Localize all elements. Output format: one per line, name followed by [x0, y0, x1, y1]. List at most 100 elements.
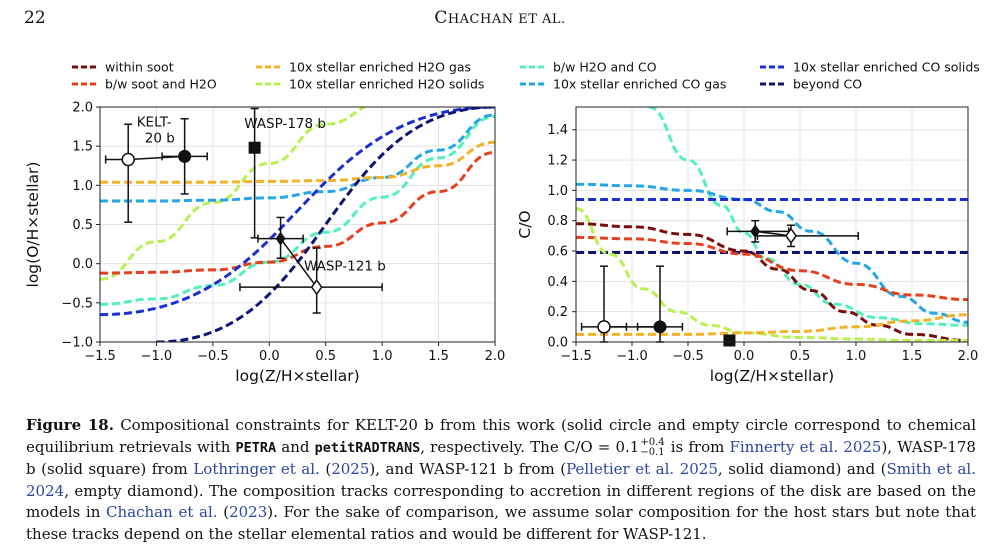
caption-text-5: ), WASP-178 b (solid square) from: [26, 437, 976, 479]
right-x-tick-label: 0.0: [734, 349, 755, 364]
legend: within soot b/w soot and H2O 10x stellar e…: [72, 60, 980, 92]
citation-chachan[interactable]: Chachan et al.: [106, 503, 218, 521]
left-marker-filled-diamond: [275, 231, 286, 246]
citation-pelletier[interactable]: Pelletier et al. 2025: [566, 460, 718, 478]
legend-label-b-w-soot-and-h2o: b/w soot and H2O: [105, 77, 217, 92]
right-series-10x-stellar-enriched-h2o-gas: [576, 313, 968, 336]
left-series-group: [100, 107, 495, 342]
page-number: 22: [24, 8, 46, 28]
left-annotation: WASP-178 b: [244, 116, 326, 132]
right-connector-line: [755, 230, 792, 237]
right-marker-open-diamond: [785, 227, 797, 245]
caption-sup: +0.4: [640, 436, 665, 448]
right-y-tick-label: 0.4: [547, 275, 568, 290]
right-point-kelt-20-b-solid-circle: [636, 265, 684, 343]
caption-text-3: , respectively. The C/O = 0.1: [420, 437, 640, 456]
caption-text-7: ), and WASP-121 b from (: [369, 460, 567, 478]
right-axes-frame: [575, 106, 969, 343]
right-panel: −1.5 −1.0 −0.5 0.0 0.5 1.0 1.5 2.0 0.0 0.2 0.4 0.6 0…: [516, 106, 979, 385]
caption-sub: −0.1: [640, 446, 665, 458]
left-x-tick-label: 1.0: [372, 349, 393, 364]
right-series-within-soot: [576, 222, 968, 342]
citation-lothringer-year[interactable]: 2025: [331, 460, 370, 478]
left-marker-open-circle: [121, 152, 135, 167]
left-y-tick-label: 0.0: [72, 257, 93, 272]
caption-code-petra: PETRA: [235, 439, 277, 456]
right-series-10x-stellar-enriched-co-gas: [576, 182, 968, 324]
left-marker-open-diamond: [310, 278, 323, 296]
left-x-tick-label: −0.5: [197, 349, 229, 364]
right-y-tick-label: 0.2: [547, 305, 568, 320]
left-series-10x-stellar-enriched-co-solids: [100, 107, 495, 317]
left-y-tick-label: 1.5: [72, 140, 93, 155]
left-connector-line: [279, 238, 318, 288]
right-y-tick-label: 0.8: [547, 214, 568, 229]
left-point-kelt-20-b-empty-circle: [104, 123, 135, 223]
right-y-tick-label: 1.2: [547, 154, 568, 169]
citation-chachan-year[interactable]: 2023: [229, 503, 268, 521]
left-annotation: WASP-121 b: [304, 259, 386, 275]
left-y-tick-label: −1.0: [61, 336, 93, 351]
left-y-axis-label: log(O/H×stellar): [24, 162, 42, 288]
caption-label: Figure 18.: [26, 416, 114, 434]
caption-text-9: , empty diamond). The composition tracks…: [26, 481, 976, 522]
left-annotation: KELT-: [137, 115, 172, 131]
left-series-10x-stellar-enriched-h2o-solids: [100, 107, 368, 281]
left-marker-filled-circle: [178, 149, 192, 163]
legend-label-within-soot: within soot: [105, 60, 174, 75]
left-series-10x-stellar-enriched-h2o-gas: [100, 140, 495, 184]
left-series-b-w-h2o-and-co: [100, 114, 495, 306]
caption-text-1: Compositional constraints for KELT-20 b …: [26, 416, 976, 456]
left-y-tick-label: 0.5: [72, 218, 93, 233]
right-x-tick-label: −0.5: [672, 349, 704, 364]
right-marker-filled-circle: [653, 320, 667, 334]
left-annotation: 20 b: [145, 130, 175, 146]
right-series-10x-stellar-enriched-h2o-solids: [576, 207, 968, 342]
legend-label-10x-stellar-enriched-co-solids: 10x stellar enriched CO solids: [793, 60, 980, 75]
caption-text-2: and: [281, 437, 310, 456]
left-series-beyond-co: [156, 107, 495, 342]
citation-finnerty[interactable]: Finnerty et al. 2025: [729, 437, 882, 456]
left-marker-filled-square: [248, 141, 261, 154]
right-y-tick-label: 0.0: [547, 336, 568, 351]
legend-label-beyond-co: beyond CO: [793, 77, 862, 92]
right-x-tick-label: −1.5: [560, 349, 592, 364]
caption-text-6: (: [325, 460, 332, 478]
right-y-tick-label: 1.0: [547, 184, 568, 199]
right-y-axis-label: C/O: [516, 210, 534, 238]
left-x-tick-label: 2.0: [485, 349, 506, 364]
left-panel: −1.5 −1.0 −0.5 0.0 0.5 1.0 1.5 2.0−1.0−0.50.00.…: [24, 101, 505, 386]
left-x-axis-label: log(Z/H×stellar): [235, 367, 359, 385]
legend-label-10x-stellar-enriched-h2o-gas: 10x stellar enriched H2O gas: [289, 60, 471, 75]
legend-label-b-w-h2o-and-co: b/w H2O and CO: [553, 60, 657, 75]
left-y-tick-label: 2.0: [72, 101, 93, 116]
caption-text-4: is from: [670, 437, 725, 456]
figure-caption: Figure 18. Compositional constraints for…: [26, 415, 976, 545]
right-marker-open-circle: [597, 320, 611, 334]
caption-text-10: (: [223, 503, 230, 521]
left-x-tick-label: 0.0: [259, 349, 280, 364]
right-point-wasp-178-b: [723, 334, 736, 347]
right-x-tick-label: 1.0: [846, 349, 867, 364]
figure-18: within soot b/w soot and H2O 10x stellar e…: [24, 60, 980, 386]
right-x-axis-label: log(Z/H×stellar): [710, 367, 834, 385]
caption-code-petitradtrans: petitRADTRANS: [314, 439, 421, 456]
left-axes-frame: [99, 106, 496, 343]
left-x-tick-label: −1.5: [84, 349, 116, 364]
left-x-tick-label: 1.5: [428, 349, 449, 364]
caption-text-11: ). For the sake of comparison, we assume…: [26, 503, 976, 543]
right-series-group: [576, 107, 968, 342]
right-marker-filled-square: [723, 334, 736, 347]
right-x-tick-label: 1.5: [902, 349, 923, 364]
left-y-tick-label: 1.0: [72, 179, 93, 194]
citation-lothringer[interactable]: Lothringer et al.: [193, 460, 320, 478]
right-x-tick-label: 0.5: [790, 349, 811, 364]
citation-smith[interactable]: Smith et al. 2024: [26, 460, 976, 500]
right-point-wasp-121-b-solid-diamond: [726, 219, 790, 243]
right-x-tick-label: 2.0: [958, 349, 979, 364]
running-title-rest: hachan et al.: [447, 12, 566, 27]
left-point-wasp-121-b-empty-diamond: [239, 247, 383, 314]
caption-uncertainty: +0.4 −0.1: [640, 436, 665, 458]
running-title: Chachan et al.: [0, 8, 1000, 28]
legend-label-10x-stellar-enriched-h2o-solids: 10x stellar enriched H2O solids: [289, 77, 484, 92]
